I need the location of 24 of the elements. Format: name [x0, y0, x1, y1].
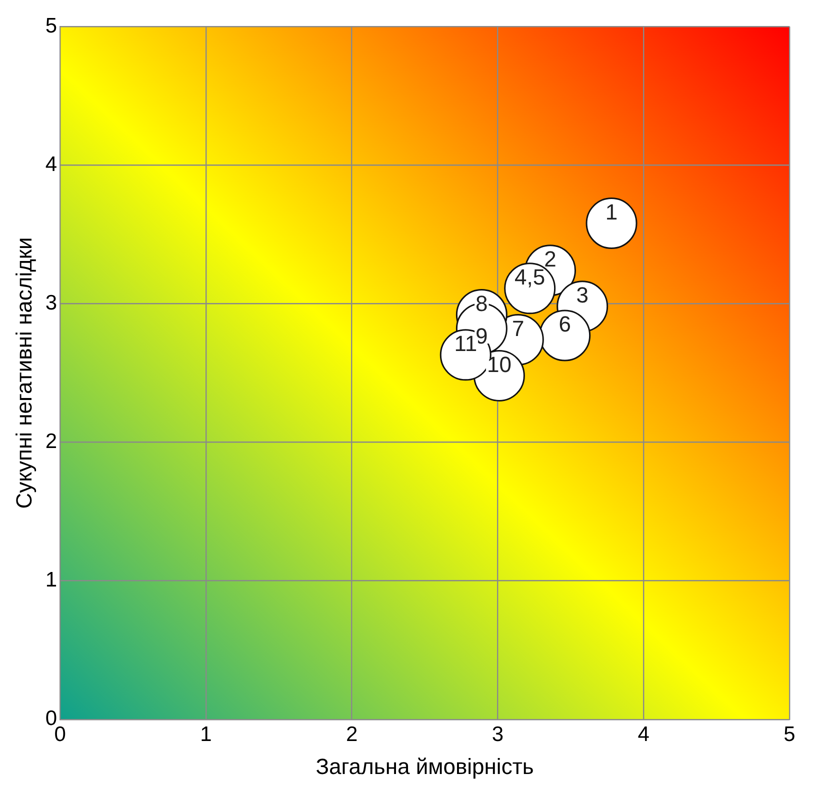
- y-axis-title: Сукупні негативні наслідки: [11, 237, 36, 509]
- x-tick-label: 5: [784, 722, 796, 746]
- y-tick-label: 2: [45, 430, 58, 454]
- annotation: 1: [605, 199, 618, 224]
- x-tick-label: 4: [638, 722, 650, 746]
- annotation: 4,5: [514, 264, 546, 290]
- annotation: 9: [476, 324, 488, 349]
- annotation: 10: [486, 352, 512, 377]
- x-tick-label: 2: [346, 722, 358, 746]
- annotation: 7: [512, 316, 524, 341]
- y-tick-label: 5: [45, 14, 58, 38]
- y-tick-label: 1: [45, 568, 58, 592]
- annotation: 3: [576, 282, 588, 308]
- annotation: 8: [476, 290, 488, 316]
- annotation: 11: [454, 330, 478, 356]
- annotation: 6: [558, 312, 571, 337]
- point: [586, 198, 638, 250]
- x-tick-label: 1: [200, 722, 212, 746]
- y-tick-label: 4: [45, 152, 58, 176]
- point: [539, 310, 591, 362]
- annotation: 2: [544, 246, 556, 272]
- y-tick-label: 3: [45, 291, 58, 314]
- x-axis-title: Загальна ймовірність: [316, 754, 534, 779]
- x-tick-label: 3: [492, 722, 504, 746]
